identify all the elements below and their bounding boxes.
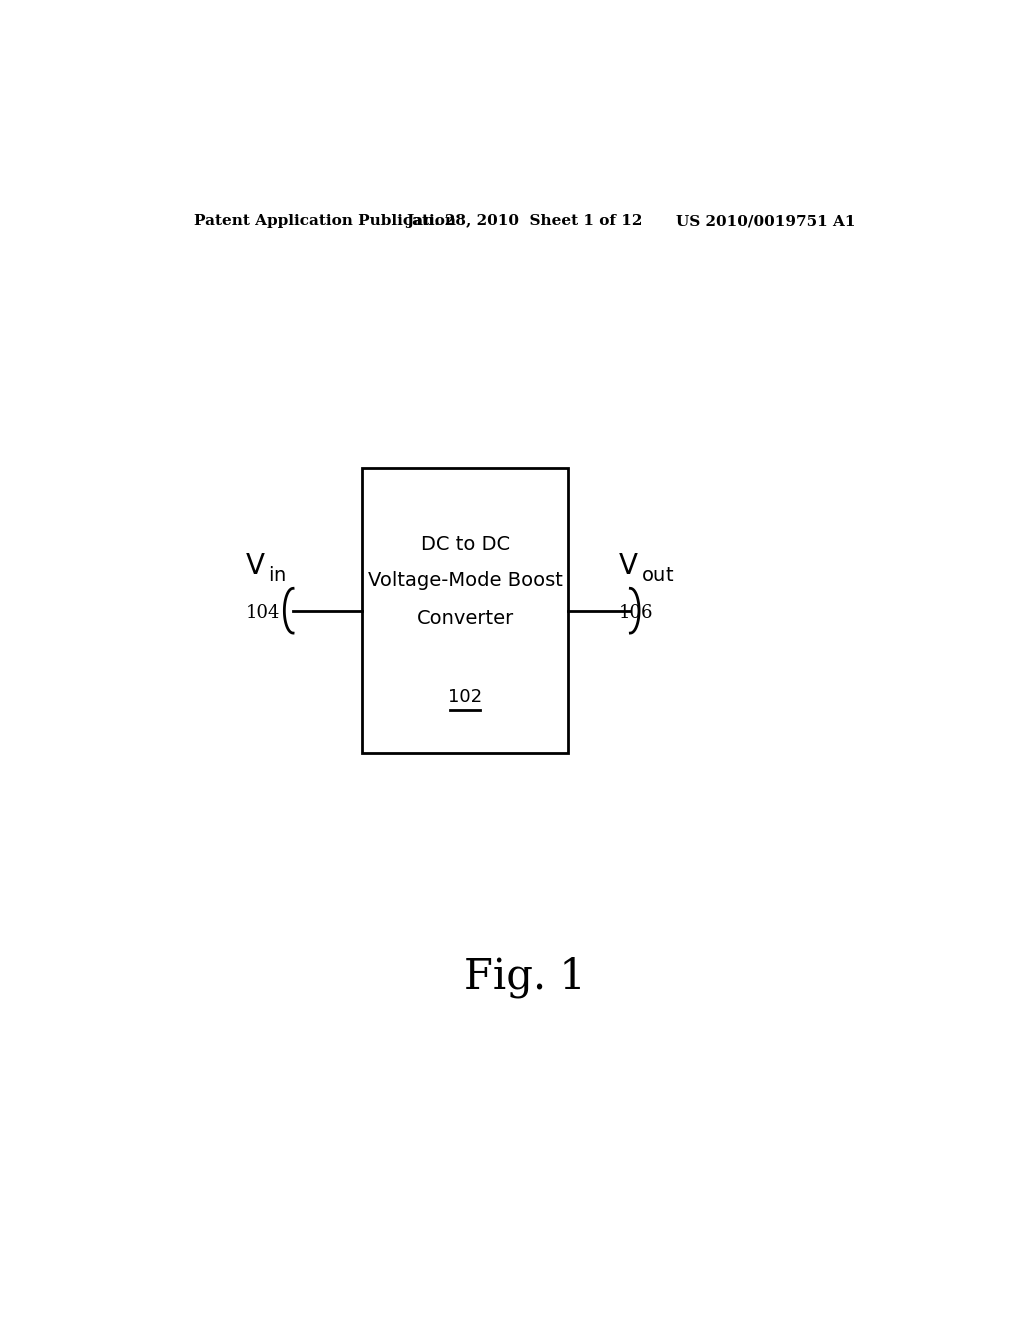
Text: $\mathrm{V}$: $\mathrm{V}$ xyxy=(246,553,266,581)
Text: Patent Application Publication: Patent Application Publication xyxy=(194,214,456,228)
Text: 102: 102 xyxy=(449,688,482,706)
Text: $\mathrm{V}$: $\mathrm{V}$ xyxy=(618,553,639,581)
Text: $\mathrm{out}$: $\mathrm{out}$ xyxy=(641,568,674,585)
Text: Converter: Converter xyxy=(417,610,514,628)
Text: 104: 104 xyxy=(246,603,280,622)
Text: $\mathrm{in}$: $\mathrm{in}$ xyxy=(267,566,286,585)
Text: Voltage-Mode Boost: Voltage-Mode Boost xyxy=(368,570,563,590)
Text: US 2010/0019751 A1: US 2010/0019751 A1 xyxy=(676,214,856,228)
Bar xyxy=(362,469,568,752)
Text: Fig. 1: Fig. 1 xyxy=(464,956,586,998)
Text: Jan. 28, 2010  Sheet 1 of 12: Jan. 28, 2010 Sheet 1 of 12 xyxy=(407,214,643,228)
Text: 106: 106 xyxy=(618,603,653,622)
Text: DC to DC: DC to DC xyxy=(421,535,510,554)
